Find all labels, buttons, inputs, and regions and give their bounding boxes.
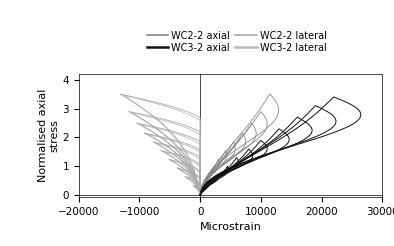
Legend: WC2-2 axial, WC3-2 axial, WC2-2 lateral, WC3-2 lateral: WC2-2 axial, WC3-2 axial, WC2-2 lateral,…	[143, 27, 331, 57]
Y-axis label: Normalised axial
stress: Normalised axial stress	[38, 89, 59, 182]
X-axis label: Microstrain: Microstrain	[199, 222, 262, 232]
